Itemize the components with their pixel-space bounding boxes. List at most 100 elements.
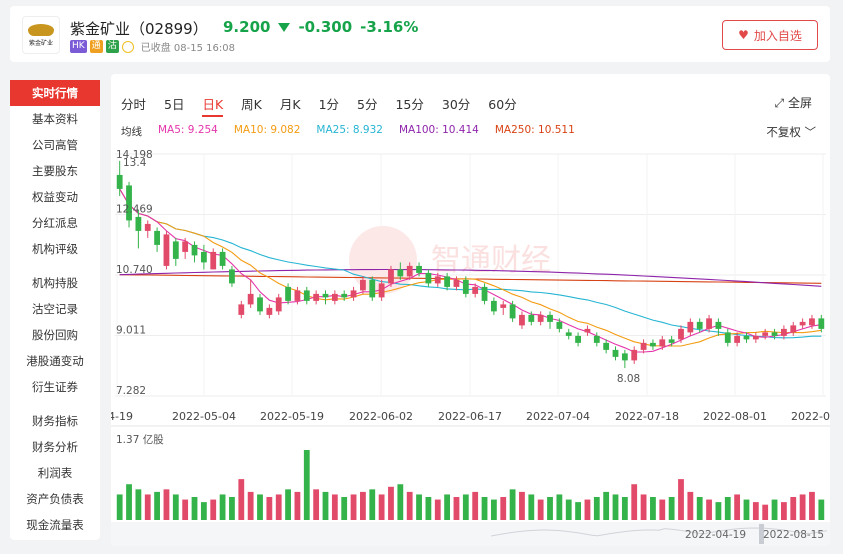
volume-bar <box>799 494 806 520</box>
sidebar-item[interactable]: 实时行情 <box>10 80 100 106</box>
period-tab[interactable]: 分时 <box>121 97 147 112</box>
candle-body <box>294 290 301 301</box>
volume-bar <box>172 494 179 520</box>
candle-body <box>650 342 656 347</box>
sidebar-item[interactable]: 主要股东 <box>32 164 78 178</box>
period-tab[interactable]: 1分 <box>318 97 340 112</box>
volume-bar <box>144 494 151 520</box>
volume-bar <box>631 484 638 520</box>
volume-bar <box>331 494 338 520</box>
candle-body <box>163 234 170 266</box>
period-tab[interactable]: 5分 <box>357 97 378 112</box>
x-tick-label: 2022-07-18 <box>615 410 679 423</box>
sidebar-item[interactable]: 利润表 <box>37 466 73 480</box>
sidebar-item[interactable]: 现金流量表 <box>26 518 84 532</box>
period-tab[interactable]: 5日 <box>164 97 185 112</box>
candle-body <box>378 283 385 298</box>
sidebar-item[interactable]: 财务指标 <box>32 414 78 428</box>
period-tab[interactable]: 月K <box>279 97 301 112</box>
sidebar-item[interactable]: 财务分析 <box>32 440 78 454</box>
volume-bar <box>565 499 572 520</box>
candle-body <box>331 293 338 301</box>
candle-body <box>210 251 217 270</box>
sidebar-item[interactable]: 资产负债表 <box>26 492 84 506</box>
ma-legend-item: MA10: 9.082 <box>233 124 301 136</box>
sidebar-item[interactable]: 分红派息 <box>32 216 78 230</box>
candle-body <box>593 335 600 343</box>
volume-bar <box>706 499 712 520</box>
candle-body <box>172 241 179 259</box>
volume-bar <box>247 491 254 520</box>
legend-title: 均线 <box>121 126 142 138</box>
kline-chart[interactable]: 智通财经 14.198 12.469 10.740 9.011 7.282 13.4 8.08… <box>111 74 830 546</box>
volume-bar <box>462 494 469 520</box>
candle-body <box>238 304 245 315</box>
sidebar-separator <box>10 262 100 270</box>
volume-bar <box>116 494 123 520</box>
candle-body <box>116 174 123 189</box>
y-tick-label: 10.740 <box>116 264 153 276</box>
badge-row: HK 通 沽 已收盘 08-15 16:08 <box>70 39 235 54</box>
volume-bar <box>285 489 291 520</box>
candle-body <box>771 332 778 336</box>
candle-body <box>818 318 825 329</box>
candle-body <box>229 269 235 284</box>
candle-body <box>696 321 703 329</box>
candle-body <box>678 328 684 340</box>
volume-bar <box>472 491 479 520</box>
adjust-dropdown[interactable]: 不复权 ﹀ <box>766 124 816 140</box>
period-tab[interactable]: 日K <box>202 94 223 117</box>
gu-badge: 沽 <box>105 40 119 53</box>
volume-bar <box>369 489 376 520</box>
candle-body <box>200 251 207 263</box>
fullscreen-button[interactable]: ⤢ 全屏 <box>775 94 812 111</box>
ma-legend: 均线 MA5: 9.254 MA10: 9.082 MA25: 8.932 MA100:… <box>121 124 591 139</box>
range-handle-left <box>759 524 764 544</box>
ma-legend-item: MA5: 9.254 <box>158 124 218 136</box>
sidebar-item[interactable]: 公司高管 <box>32 138 78 152</box>
sidebar-item[interactable]: 港股通变动 <box>26 354 84 368</box>
volume-bar <box>238 479 245 520</box>
add-watchlist-button[interactable]: ♥ 加入自选 <box>722 20 818 50</box>
candle-body <box>397 269 404 277</box>
volume-bar <box>743 499 750 520</box>
period-tab[interactable]: 60分 <box>488 97 517 112</box>
price-change-pct: -3.16% <box>360 18 419 36</box>
volume-bar <box>687 491 694 520</box>
volume-bar <box>593 497 600 520</box>
period-tab[interactable]: 周K <box>241 97 262 112</box>
candle-body <box>612 349 619 357</box>
period-tab[interactable]: 30分 <box>441 97 471 112</box>
sidebar-item[interactable]: 基本资料 <box>32 112 78 126</box>
volume-bar <box>612 494 619 520</box>
sidebar-item[interactable]: 权益变动 <box>32 190 78 204</box>
candle-body <box>537 314 544 322</box>
volume-bar <box>219 494 226 520</box>
volume-bar <box>434 499 441 520</box>
volume-bar <box>621 497 628 520</box>
x-tick-label: 2022-06-17 <box>438 410 502 423</box>
candle-body <box>584 328 591 333</box>
candle-body <box>275 297 282 312</box>
candle-body <box>809 318 815 326</box>
sidebar-item[interactable]: 股份回购 <box>32 328 78 342</box>
candle-body <box>182 241 189 252</box>
ma-legend-item: MA100: 10.414 <box>398 124 479 136</box>
x-tick-label: 2022-06-02 <box>349 410 413 423</box>
sidebar-item[interactable]: 机构持股 <box>32 276 78 290</box>
sidebar-item[interactable]: 沽空记录 <box>32 302 78 316</box>
range-start-label: 2022-04-19 <box>685 529 746 541</box>
sidebar-item[interactable]: 机构评级 <box>32 242 78 256</box>
sidebar-item[interactable]: 衍生证券 <box>32 380 78 394</box>
period-tab[interactable]: 15分 <box>395 97 424 112</box>
volume-bar <box>762 504 769 520</box>
volume-bar <box>406 491 413 520</box>
volume-bar <box>453 497 460 520</box>
stock-name: 紫金矿业（02899） <box>70 20 208 38</box>
circle-icon <box>121 40 134 53</box>
ma10-line <box>119 188 822 347</box>
candle-body <box>425 272 432 284</box>
candle-body <box>528 314 535 322</box>
candle-body <box>790 325 797 333</box>
down-arrow-icon <box>278 22 291 32</box>
